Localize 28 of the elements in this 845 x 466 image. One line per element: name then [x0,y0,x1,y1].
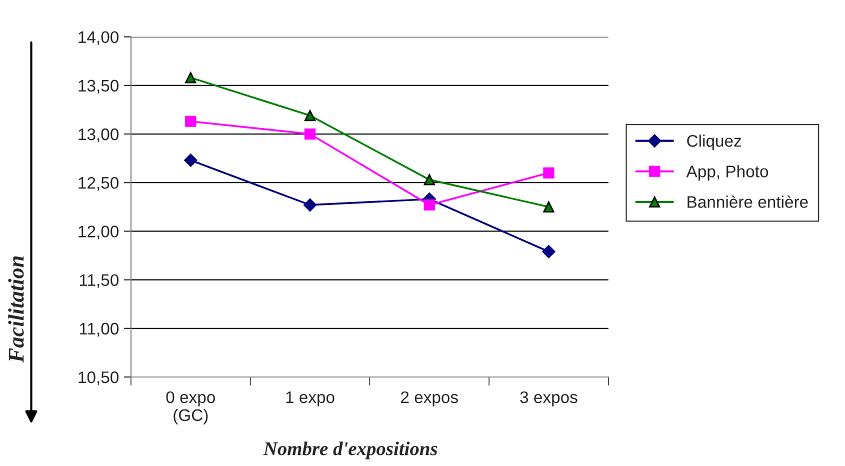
point [185,116,196,127]
y-tick-label: 12,00 [78,226,119,240]
point [184,154,198,167]
y-tick-label: 13,00 [78,128,119,142]
legend-label: Bannière entière [688,195,808,208]
y-tick-label: 14,00 [78,31,119,45]
x-axis-title: Nombre d'expositions [263,442,438,460]
y-tick-label: 11,00 [80,322,119,337]
point [304,128,316,140]
legend-label: Cliquez [687,134,742,150]
y-tick-label: 13,50 [78,80,119,94]
point [542,245,556,258]
y-tick-label: 12,50 [78,177,119,191]
point [303,198,317,212]
point [424,199,435,211]
point [185,72,196,84]
point [424,174,435,186]
y-tick-label: 11,50 [80,274,119,288]
x-tick-label: 0 expo (GC) [166,391,215,424]
point [304,110,316,122]
x-tick-label: 3 expos [520,391,578,406]
x-tick-label: 1 expo [286,391,334,406]
legend-label: App, Photo [686,165,768,181]
x-tick-label: 2 expos [401,391,458,406]
y-axis-title: Facilitation [8,256,24,363]
point [543,167,554,178]
point [543,201,554,212]
y-tick-label: 10,50 [78,371,119,386]
